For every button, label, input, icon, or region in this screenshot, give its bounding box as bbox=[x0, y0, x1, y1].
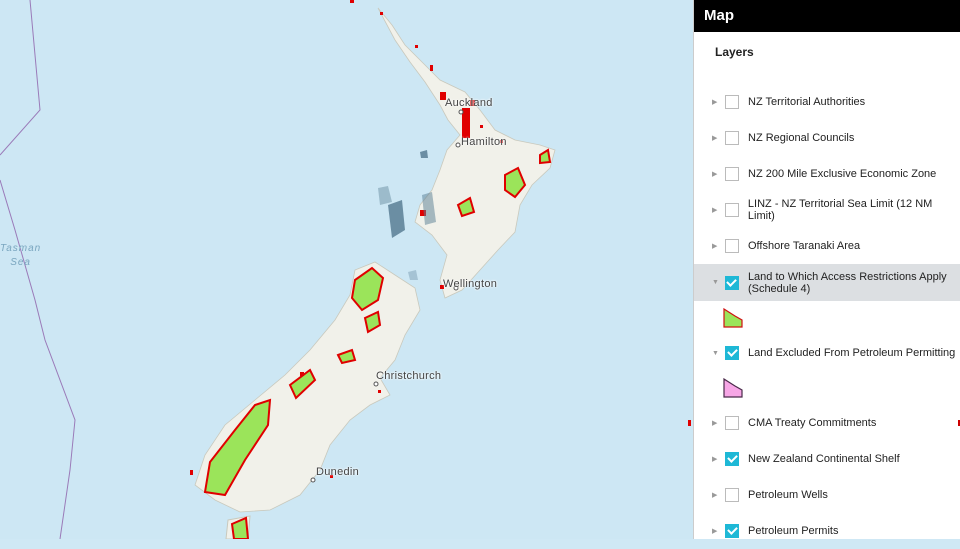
layer-checkbox[interactable] bbox=[725, 524, 739, 538]
polygon-swatch-icon bbox=[723, 308, 743, 328]
layer-label: CMA Treaty Commitments bbox=[748, 417, 877, 429]
layer-label: Petroleum Wells bbox=[748, 489, 828, 501]
caret-right-icon[interactable]: ▶ bbox=[712, 135, 718, 142]
layer-item[interactable]: ▶ New Zealand Continental Shelf bbox=[694, 441, 960, 477]
layer-checkbox[interactable] bbox=[725, 167, 739, 181]
legend-symbol bbox=[694, 301, 960, 335]
north-island bbox=[377, 7, 556, 299]
layer-checkbox[interactable] bbox=[724, 275, 739, 290]
offshore-taranaki-blocks bbox=[378, 150, 436, 280]
map-canvas bbox=[0, 0, 691, 539]
layer-item[interactable]: ▶ NZ Territorial Authorities bbox=[694, 84, 960, 120]
legend-symbol bbox=[694, 371, 960, 405]
layer-checkbox[interactable] bbox=[725, 488, 739, 502]
layer-label: Offshore Taranaki Area bbox=[748, 240, 861, 252]
caret-right-icon[interactable]: ▶ bbox=[712, 243, 718, 250]
layer-checkbox[interactable] bbox=[725, 131, 739, 145]
permit-dots bbox=[190, 0, 691, 478]
layer-checkbox[interactable] bbox=[725, 416, 739, 430]
caret-down-icon[interactable]: ▼ bbox=[712, 279, 719, 286]
panel-title: Map bbox=[694, 0, 960, 32]
label-dunedin: Dunedin bbox=[316, 466, 360, 478]
caret-right-icon[interactable]: ▶ bbox=[712, 456, 718, 463]
label-auckland: Auckland bbox=[445, 97, 493, 109]
layer-item[interactable]: ▶ Petroleum Permits bbox=[694, 513, 960, 549]
layers-heading: Layers bbox=[715, 45, 754, 59]
layer-label: LINZ - NZ Territorial Sea Limit (12 NM L… bbox=[747, 198, 933, 222]
layer-checkbox[interactable] bbox=[725, 452, 739, 466]
layer-item[interactable]: ▶ NZ Regional Councils bbox=[694, 120, 960, 156]
caret-down-icon[interactable]: ▼ bbox=[712, 349, 719, 357]
layer-label: NZ 200 Mile Exclusive Economic Zone bbox=[748, 168, 937, 180]
city-markers bbox=[310, 109, 464, 483]
layer-label: NZ Regional Councils bbox=[748, 132, 855, 144]
polygon-swatch-icon bbox=[723, 378, 743, 398]
caret-right-icon[interactable]: ▶ bbox=[712, 420, 718, 427]
layer-checkbox[interactable] bbox=[725, 95, 739, 109]
restricted-land-areas bbox=[203, 148, 552, 539]
layer-checkbox[interactable] bbox=[725, 239, 739, 253]
map-view[interactable]: Auckland Hamilton Wellington Christchurc… bbox=[0, 0, 693, 539]
layer-checkbox[interactable] bbox=[725, 346, 739, 360]
layer-checkbox[interactable] bbox=[724, 203, 739, 217]
label-tasman-sea: Tasman Sea bbox=[0, 243, 42, 268]
caret-right-icon[interactable]: ▶ bbox=[712, 492, 718, 499]
layer-label: Petroleum Permits bbox=[748, 525, 839, 537]
caret-right-icon[interactable]: ▶ bbox=[712, 207, 718, 214]
scrollbar[interactable] bbox=[958, 420, 960, 426]
layer-item[interactable]: ▼ Land to Which Access Restrictions Apply… bbox=[694, 264, 960, 301]
layer-item[interactable]: ▶ LINZ - NZ Territorial Sea Limit (12 NM … bbox=[694, 192, 960, 228]
caret-right-icon[interactable]: ▶ bbox=[712, 99, 718, 106]
label-wellington: Wellington bbox=[443, 278, 498, 290]
label-christchurch: Christchurch bbox=[376, 370, 442, 382]
layer-item[interactable]: ▶ Petroleum Wells bbox=[694, 477, 960, 513]
layer-label: NZ Territorial Authorities bbox=[748, 96, 866, 108]
layer-label: Land Excluded From Petroleum Permitting bbox=[748, 347, 956, 359]
layer-item[interactable]: ▼ Land Excluded From Petroleum Permitting bbox=[694, 335, 960, 371]
layer-label: Land to Which Access Restrictions Apply … bbox=[747, 270, 947, 295]
eez-boundary bbox=[0, 0, 76, 539]
layer-list: ▶ NZ Territorial Authorities ▶ NZ Regional … bbox=[694, 84, 960, 549]
layer-item[interactable]: ▶ CMA Treaty Commitments bbox=[694, 405, 960, 441]
layer-item[interactable]: ▶ Offshore Taranaki Area bbox=[694, 228, 960, 264]
caret-right-icon[interactable]: ▶ bbox=[712, 171, 718, 178]
caret-right-icon[interactable]: ▶ bbox=[712, 528, 718, 535]
layer-item[interactable]: ▶ NZ 200 Mile Exclusive Economic Zone bbox=[694, 156, 960, 192]
layer-label: New Zealand Continental Shelf bbox=[748, 453, 900, 465]
label-hamilton: Hamilton bbox=[461, 136, 507, 148]
layers-panel: Map Layers ▶ NZ Territorial Authorities ▶ N… bbox=[693, 0, 960, 539]
